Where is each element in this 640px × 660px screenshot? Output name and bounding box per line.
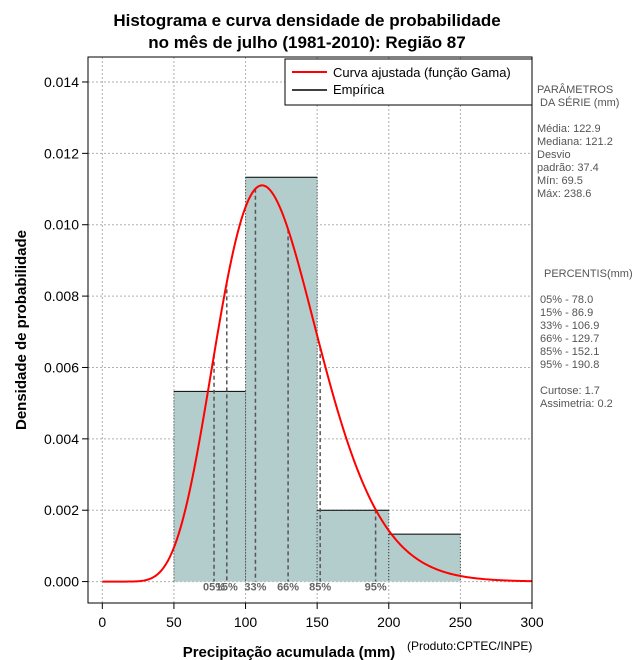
percentis-title: PERCENTIS(mm) [544,268,633,280]
percentile-label-5: 95% [365,582,387,594]
percentil-85: 85% - 152.1 [540,346,600,358]
chart-title-line-1: Histograma e curva densidade de probabil… [113,11,500,30]
legend-empirical-label: Empírica [333,82,385,97]
x-axis-ticks: 0 50 100 150 200 250 300 [98,603,544,630]
histogram-bar-2 [317,510,389,582]
stat-sd-label: Desvio [537,149,571,161]
stat-skewness: Assimetria: 0.2 [540,398,613,410]
histogram-bar-0 [173,391,246,582]
gamma-fitted-curve [102,184,533,583]
chart-title-line-2: no mês de julho (1981-2010): Região 87 [148,33,465,52]
percentil-33: 33% - 106.9 [540,320,600,332]
x-tick-label-1: 50 [166,614,182,630]
stat-max: Máx: 238.6 [537,188,592,200]
stat-sd: padrão: 37.4 [537,162,599,174]
y-tick-label-5: 0.010 [44,217,79,233]
params-title-1: PARÂMETROS [537,84,614,96]
product-credit: (Produto:CPTEC/INPE) [407,639,533,653]
percentile-labels: 05%15% 33% 66% 85% 95% [203,582,387,594]
stat-kurtosis: Curtose: 1.7 [540,385,600,397]
x-tick-label-4: 200 [377,614,401,630]
x-axis-label: Precipitação acumulada (mm) [183,644,396,660]
stat-min: Mín: 69.5 [537,175,583,187]
percentile-label-3: 66% [277,582,299,594]
y-axis-ticks: 0.000 0.002 0.004 0.006 0.008 0.010 0.012 0.014 [44,74,88,590]
histogram-bars [173,176,461,582]
legend: Curva ajustada (função Gama) Empírica [284,58,533,106]
y-tick-label-7: 0.014 [44,74,79,90]
y-tick-label-3: 0.006 [44,359,79,375]
percentile-label-4: 85% [309,582,331,594]
percentil-15: 15% - 86.9 [540,307,594,319]
percentil-95: 95% - 190.8 [540,359,600,371]
y-axis-label: Densidade de probabilidade [13,230,30,430]
plot-frame [87,56,533,604]
percentil-66: 66% - 129.7 [540,333,600,345]
x-tick-label-2: 100 [234,614,258,630]
stat-median: Mediana: 121.2 [537,136,613,148]
y-tick-label-0: 0.000 [44,574,79,590]
percentil-05: 05% - 78.0 [540,294,594,306]
histogram-bar-1 [245,177,318,582]
percentile-label-2: 33% [244,582,266,594]
percentile-label-0: 05% [203,582,225,594]
percentile-label-1: 15% [216,582,238,594]
legend-curve-label: Curva ajustada (função Gama) [333,65,511,80]
y-tick-label-6: 0.012 [44,145,79,161]
x-tick-label-6: 300 [520,614,544,630]
x-tick-label-0: 0 [98,614,106,630]
percentile-lines [213,188,377,582]
x-tick-label-5: 250 [449,614,473,630]
params-title-2: DA SÉRIE (mm) [540,97,620,109]
stat-mean: Média: 122.9 [537,123,601,135]
y-tick-label-1: 0.002 [44,502,79,518]
y-tick-label-4: 0.008 [44,288,79,304]
series-parameters-panel: PARÂMETROS DA SÉRIE (mm) Média: 122.9 Me… [537,84,640,411]
y-tick-label-2: 0.004 [44,431,79,447]
legend-box [284,58,533,106]
x-tick-label-3: 150 [305,614,329,630]
